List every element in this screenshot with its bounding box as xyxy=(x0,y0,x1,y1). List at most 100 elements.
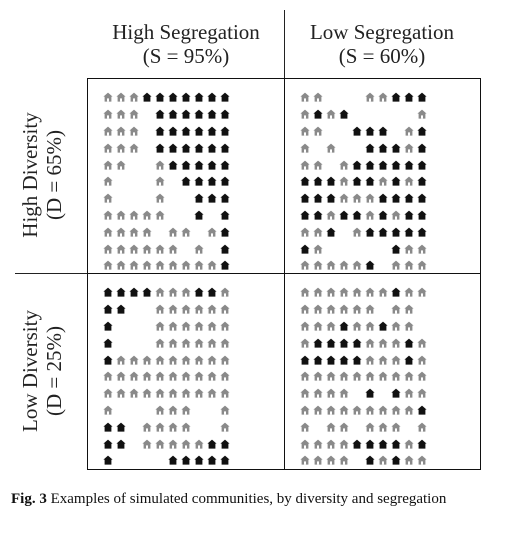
empty-cell xyxy=(324,156,337,173)
gray-house-icon xyxy=(205,351,218,368)
gray-house-icon xyxy=(298,435,311,452)
gray-house-icon xyxy=(337,284,350,301)
gray-house-icon xyxy=(218,402,231,419)
black-house-icon xyxy=(166,139,179,156)
gray-house-icon xyxy=(311,123,324,140)
gray-house-icon xyxy=(127,351,140,368)
row-title-low-line2: (D = 25%) xyxy=(42,326,66,416)
empty-cell xyxy=(140,318,153,335)
black-house-icon xyxy=(389,89,402,106)
black-house-icon xyxy=(402,223,415,240)
black-house-icon xyxy=(350,351,363,368)
empty-cell xyxy=(389,106,402,123)
empty-cell xyxy=(389,123,402,140)
gray-house-icon xyxy=(101,240,114,257)
column-title-low-line1: Low Segregation xyxy=(309,20,455,44)
gray-house-icon xyxy=(127,123,140,140)
gray-house-icon xyxy=(218,301,231,318)
gray-house-icon xyxy=(298,223,311,240)
gray-house-icon xyxy=(179,318,192,335)
empty-cell xyxy=(166,190,179,207)
gray-house-icon xyxy=(298,452,311,469)
gray-house-icon xyxy=(166,284,179,301)
gray-house-icon xyxy=(114,106,127,123)
gray-house-icon xyxy=(218,284,231,301)
empty-cell xyxy=(140,301,153,318)
gray-house-icon xyxy=(166,257,179,274)
empty-cell xyxy=(350,418,363,435)
gray-house-icon xyxy=(363,418,376,435)
black-house-icon xyxy=(389,240,402,257)
gray-house-icon xyxy=(218,368,231,385)
column-title-low-segregation: Low Segregation (S = 60%) xyxy=(284,20,480,68)
gray-house-icon xyxy=(179,418,192,435)
gray-house-icon xyxy=(166,223,179,240)
black-house-icon xyxy=(298,173,311,190)
empty-cell xyxy=(166,207,179,224)
gray-house-icon xyxy=(311,452,324,469)
black-house-icon xyxy=(192,284,205,301)
black-house-icon xyxy=(218,123,231,140)
empty-cell xyxy=(376,240,389,257)
gray-house-icon xyxy=(140,418,153,435)
black-house-icon xyxy=(192,156,205,173)
gray-house-icon xyxy=(298,284,311,301)
panel-low-diversity-low-segregation xyxy=(284,273,481,470)
gray-house-icon xyxy=(415,385,428,402)
gray-house-icon xyxy=(179,301,192,318)
column-title-high-line2: (S = 95%) xyxy=(142,44,230,68)
gray-house-icon xyxy=(179,223,192,240)
black-house-icon xyxy=(218,435,231,452)
black-house-icon xyxy=(311,173,324,190)
gray-house-icon xyxy=(192,334,205,351)
gray-house-icon xyxy=(192,240,205,257)
gray-house-icon xyxy=(166,318,179,335)
black-house-icon xyxy=(205,173,218,190)
gray-house-icon xyxy=(402,318,415,335)
gray-house-icon xyxy=(389,418,402,435)
black-house-icon xyxy=(415,139,428,156)
gray-house-icon xyxy=(415,334,428,351)
black-house-icon xyxy=(415,435,428,452)
gray-house-icon xyxy=(298,318,311,335)
empty-cell xyxy=(337,223,350,240)
gray-house-icon xyxy=(415,418,428,435)
gray-house-icon xyxy=(153,240,166,257)
figure-caption-text: Examples of simulated communities, by di… xyxy=(50,491,447,507)
gray-house-icon xyxy=(324,368,337,385)
empty-cell xyxy=(363,240,376,257)
gray-house-icon xyxy=(363,190,376,207)
gray-house-icon xyxy=(324,139,337,156)
gray-house-icon xyxy=(114,123,127,140)
gray-house-icon xyxy=(127,207,140,224)
gray-house-icon xyxy=(153,301,166,318)
gray-house-icon xyxy=(402,240,415,257)
gray-house-icon xyxy=(415,452,428,469)
gray-house-icon xyxy=(218,351,231,368)
gray-house-icon xyxy=(153,318,166,335)
black-house-icon xyxy=(311,207,324,224)
black-house-icon xyxy=(376,435,389,452)
row-divider xyxy=(15,273,87,274)
gray-house-icon xyxy=(376,89,389,106)
gray-house-icon xyxy=(376,173,389,190)
gray-house-icon xyxy=(179,368,192,385)
empty-cell xyxy=(350,452,363,469)
black-house-icon xyxy=(179,139,192,156)
gray-house-icon xyxy=(192,351,205,368)
black-house-icon xyxy=(179,173,192,190)
gray-house-icon xyxy=(218,418,231,435)
black-house-icon xyxy=(205,156,218,173)
black-house-icon xyxy=(205,106,218,123)
gray-house-icon xyxy=(376,368,389,385)
gray-house-icon xyxy=(298,257,311,274)
row-title-high-line2: (D = 65%) xyxy=(42,130,66,220)
gray-house-icon xyxy=(350,402,363,419)
black-house-icon xyxy=(192,139,205,156)
black-house-icon xyxy=(415,190,428,207)
black-house-icon xyxy=(402,89,415,106)
gray-house-icon xyxy=(298,106,311,123)
black-house-icon xyxy=(337,334,350,351)
empty-cell xyxy=(140,106,153,123)
gray-house-icon xyxy=(363,207,376,224)
